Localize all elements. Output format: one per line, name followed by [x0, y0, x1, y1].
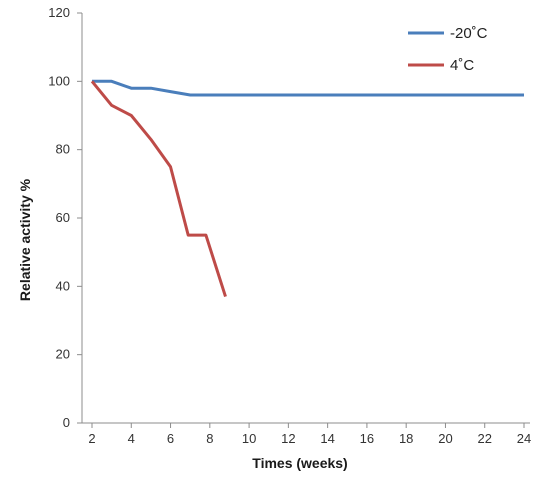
x-tick-label: 12 — [281, 431, 295, 446]
x-tick-label: 22 — [477, 431, 491, 446]
y-tick-label: 0 — [63, 415, 70, 430]
y-tick-label: 120 — [48, 5, 70, 20]
x-tick-label: 20 — [438, 431, 452, 446]
y-axis-title: Relative activity % — [17, 178, 33, 301]
y-tick-label: 60 — [56, 210, 70, 225]
legend-label-0: -20˚C — [450, 25, 488, 42]
x-tick-label: 4 — [128, 431, 135, 446]
x-axis-title: Times (weeks) — [252, 455, 347, 471]
x-tick-label: 14 — [320, 431, 334, 446]
x-tick-label: 18 — [399, 431, 413, 446]
x-tick-label: 10 — [242, 431, 256, 446]
y-tick-label: 40 — [56, 278, 70, 293]
x-tick-label: 6 — [167, 431, 174, 446]
y-tick-label: 100 — [48, 73, 70, 88]
x-tick-label: 2 — [88, 431, 95, 446]
series-line-0 — [92, 79, 524, 97]
series-line-1 — [90, 80, 227, 298]
x-tick-label: 24 — [517, 431, 531, 446]
x-tick-label: 8 — [206, 431, 213, 446]
y-tick-label: 80 — [56, 142, 70, 157]
legend: -20˚C 4˚C — [408, 25, 488, 74]
legend-label-1: 4˚C — [450, 57, 474, 74]
x-tick-label: 16 — [360, 431, 374, 446]
series-layer — [90, 79, 524, 298]
y-tick-label: 20 — [56, 347, 70, 362]
